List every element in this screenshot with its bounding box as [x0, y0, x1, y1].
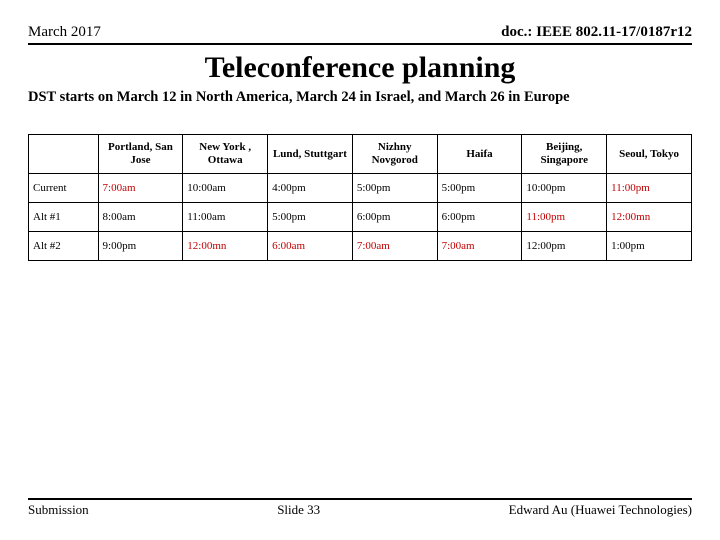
col-header: Seoul, Tokyo: [607, 135, 692, 174]
time-cell: 7:00am: [437, 232, 522, 261]
table-head: Portland, San Jose New York , Ottawa Lun…: [29, 135, 692, 174]
page-title: Teleconference planning: [28, 51, 692, 85]
time-cell: 8:00am: [98, 203, 183, 232]
row-label: Alt #1: [29, 203, 99, 232]
table-row: Current7:00am10:00am4:00pm5:00pm5:00pm10…: [29, 174, 692, 203]
page-subtitle: DST starts on March 12 in North America,…: [28, 89, 692, 106]
footer-left: Submission: [28, 502, 89, 518]
col-header: Haifa: [437, 135, 522, 174]
col-header: Nizhny Novgorod: [352, 135, 437, 174]
time-cell: 7:00am: [352, 232, 437, 261]
row-label: Current: [29, 174, 99, 203]
time-cell: 11:00am: [183, 203, 268, 232]
table-row: Alt #29:00pm12:00mn6:00am7:00am7:00am12:…: [29, 232, 692, 261]
time-cell: 9:00pm: [98, 232, 183, 261]
slide-header: March 2017 doc.: IEEE 802.11-17/0187r12: [28, 24, 692, 45]
row-label: Alt #2: [29, 232, 99, 261]
footer-right: Edward Au (Huawei Technologies): [509, 502, 692, 518]
time-cell: 4:00pm: [268, 174, 353, 203]
time-cell: 11:00pm: [522, 203, 607, 232]
header-date: March 2017: [28, 24, 101, 41]
col-header: Beijing, Singapore: [522, 135, 607, 174]
time-cell: 10:00pm: [522, 174, 607, 203]
time-cell: 12:00mn: [607, 203, 692, 232]
time-cell: 7:00am: [98, 174, 183, 203]
time-cell: 5:00pm: [352, 174, 437, 203]
time-cell: 10:00am: [183, 174, 268, 203]
header-docnum: doc.: IEEE 802.11-17/0187r12: [501, 24, 692, 41]
time-cell: 11:00pm: [607, 174, 692, 203]
table-corner: [29, 135, 99, 174]
time-cell: 12:00pm: [522, 232, 607, 261]
col-header: Portland, San Jose: [98, 135, 183, 174]
slide-footer: Submission Slide 33 Edward Au (Huawei Te…: [28, 498, 692, 518]
time-cell: 5:00pm: [268, 203, 353, 232]
table-body: Current7:00am10:00am4:00pm5:00pm5:00pm10…: [29, 174, 692, 261]
time-cell: 6:00am: [268, 232, 353, 261]
col-header: New York , Ottawa: [183, 135, 268, 174]
time-cell: 12:00mn: [183, 232, 268, 261]
table-row: Alt #18:00am11:00am5:00pm6:00pm6:00pm11:…: [29, 203, 692, 232]
footer-center: Slide 33: [277, 502, 320, 518]
time-cell: 6:00pm: [437, 203, 522, 232]
time-cell: 5:00pm: [437, 174, 522, 203]
col-header: Lund, Stuttgart: [268, 135, 353, 174]
schedule-table: Portland, San Jose New York , Ottawa Lun…: [28, 134, 692, 261]
time-cell: 6:00pm: [352, 203, 437, 232]
time-cell: 1:00pm: [607, 232, 692, 261]
